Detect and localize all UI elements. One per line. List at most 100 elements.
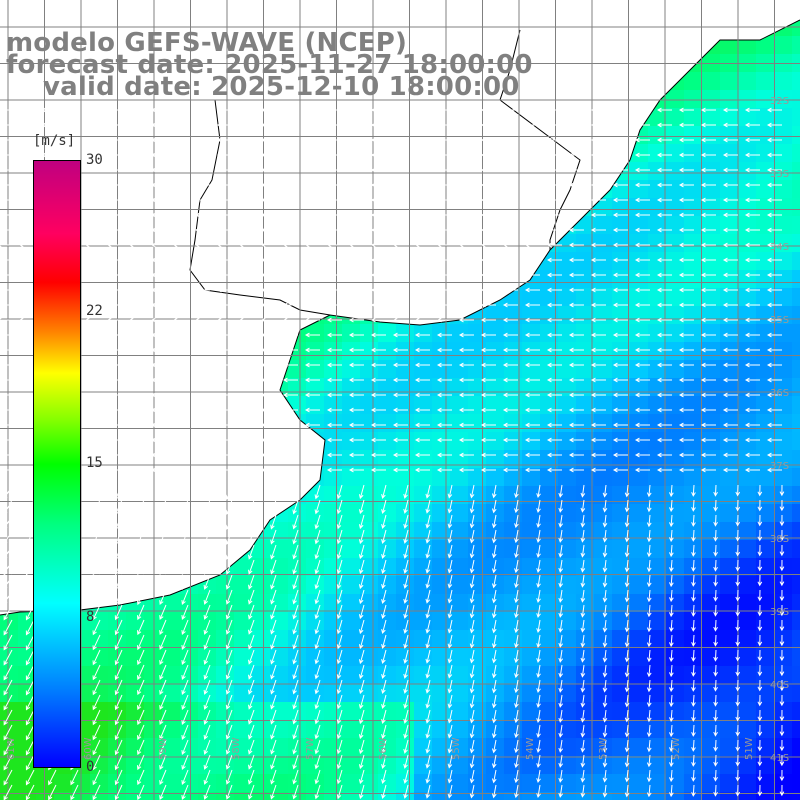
lon-label: 57W: [305, 737, 316, 760]
field-cell: [774, 270, 792, 288]
wind-arrow: [425, 544, 431, 559]
wind-arrow: [590, 122, 606, 128]
field-cell: [720, 72, 738, 90]
field-cell: [558, 288, 576, 306]
field-cell: [774, 612, 792, 630]
wind-arrow: [159, 544, 167, 561]
wind-arrow: [678, 152, 694, 158]
wind-arrow: [766, 422, 782, 428]
wind-arrow: [602, 634, 608, 648]
wind-arrow: [3, 604, 13, 621]
wind-arrow: [744, 332, 760, 338]
wind-arrow: [669, 604, 674, 618]
wind-arrow: [524, 347, 540, 353]
field-cell: [288, 684, 306, 702]
field-cell: [0, 792, 18, 800]
wind-arrow: [381, 694, 387, 710]
wind-arrow: [194, 437, 210, 443]
field-cell: [432, 738, 450, 756]
wind-arrow: [514, 589, 519, 604]
wind-arrow: [691, 724, 696, 737]
wind-arrow: [292, 514, 299, 530]
field-cell: [738, 270, 756, 288]
wind-arrow: [172, 302, 188, 308]
wind-arrow: [425, 754, 431, 769]
field-cell: [774, 162, 792, 180]
wind-arrow: [326, 347, 342, 353]
field-cell: [468, 396, 486, 414]
field-cell: [738, 144, 756, 162]
field-cell: [630, 486, 648, 504]
wind-arrow: [656, 122, 672, 128]
wind-arrow: [203, 559, 211, 575]
wind-arrow: [114, 754, 123, 771]
wind-arrow: [656, 272, 672, 278]
wind-arrow: [194, 212, 210, 218]
field-cell: [0, 684, 18, 702]
field-cell: [522, 486, 540, 504]
field-cell: [342, 324, 360, 342]
field-cell: [756, 144, 774, 162]
field-cell: [720, 108, 738, 126]
wind-arrow: [314, 754, 321, 770]
wind-arrow: [48, 784, 57, 800]
wind-arrow: [414, 407, 430, 413]
field-cell: [594, 342, 612, 360]
wind-arrow: [447, 604, 453, 619]
wind-arrow: [656, 452, 672, 458]
wind-arrow: [25, 754, 35, 771]
wind-arrow: [159, 484, 167, 501]
field-cell: [684, 648, 702, 666]
wind-arrow: [766, 407, 782, 413]
wind-arrow: [194, 167, 210, 173]
field-cell: [504, 630, 522, 648]
wind-arrow: [458, 347, 474, 353]
wind-arrow: [18, 377, 34, 383]
wind-arrow: [25, 559, 35, 576]
wind-arrow: [480, 467, 496, 473]
field-cell: [324, 792, 342, 800]
wind-arrow: [568, 317, 584, 323]
wind-arrow: [469, 694, 475, 709]
wind-arrow: [757, 694, 763, 707]
wind-arrow: [304, 287, 320, 293]
field-cell: [522, 630, 540, 648]
wind-arrow: [766, 362, 782, 368]
field-cell: [720, 648, 738, 666]
wind-arrow: [779, 709, 785, 722]
wind-arrow: [84, 362, 100, 368]
field-cell: [774, 36, 792, 54]
field-cell: [270, 540, 288, 558]
wind-arrow: [656, 302, 672, 308]
wind-arrow: [136, 634, 145, 651]
wind-arrow: [136, 649, 145, 666]
wind-arrow: [128, 302, 144, 308]
field-cell: [252, 720, 270, 738]
field-cell: [702, 540, 720, 558]
wind-arrow: [436, 257, 452, 263]
wind-arrow: [172, 332, 188, 338]
wind-arrow: [646, 634, 652, 648]
field-cell: [162, 738, 180, 756]
wind-arrow: [326, 362, 342, 368]
wind-arrow: [436, 467, 452, 473]
wind-arrow: [358, 604, 365, 620]
field-cell: [576, 594, 594, 612]
wind-arrow: [304, 242, 320, 248]
legend-tick-0: 0: [86, 759, 95, 775]
field-cell: [414, 360, 432, 378]
wind-arrow: [114, 589, 123, 606]
field-cell: [774, 594, 792, 612]
wind-arrow: [436, 347, 452, 353]
field-cell: [324, 432, 342, 450]
wind-arrow: [128, 437, 144, 443]
field-cell: [324, 396, 342, 414]
field-cell: [450, 756, 468, 774]
field-cell: [720, 252, 738, 270]
wind-arrow: [713, 754, 718, 767]
wind-arrow: [136, 604, 145, 621]
field-cell: [576, 270, 594, 288]
wind-arrow: [304, 197, 320, 203]
wind-arrow: [735, 484, 741, 497]
wind-arrow: [546, 347, 562, 353]
